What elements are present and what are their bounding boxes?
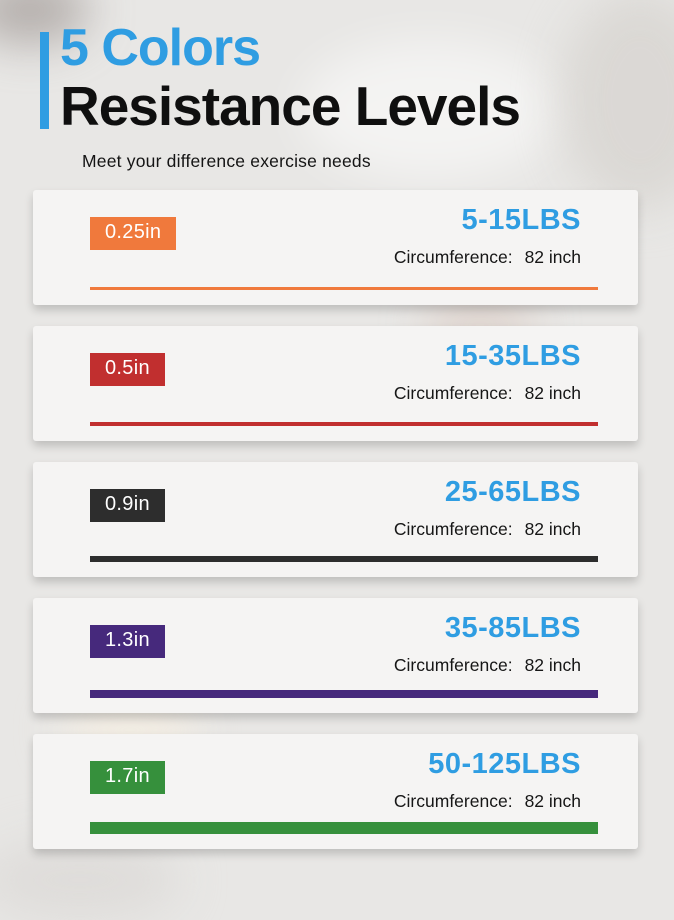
page-title-line1: 5 Colors [60,19,261,77]
circumference-value: 82 inch [524,655,581,675]
resistance-range: 25-65LBS [444,476,581,508]
circumference-value: 82 inch [524,791,581,811]
band-card-orange: 0.25in 5-15LBS Circumference: 82 inch [33,190,638,305]
circumference-value: 82 inch [524,519,581,539]
page-subtitle: Meet your difference exercise needs [82,151,371,171]
band-thickness-line [90,287,598,290]
page-title-line2: Resistance Levels [60,75,521,137]
resistance-range: 5-15LBS [461,204,581,236]
circumference-text: Circumference: 82 inch [394,791,581,812]
circumference-text: Circumference: 82 inch [394,519,581,540]
band-thickness-line [90,690,598,698]
header: 5 Colors Resistance Levels Meet your dif… [40,19,521,172]
resistance-range: 50-125LBS [428,748,581,780]
circumference-label: Circumference: [393,383,513,403]
circumference-text: Circumference: 82 inch [394,383,581,404]
resistance-range: 35-85LBS [444,612,581,644]
band-thickness-line [90,822,598,834]
background-smudge [560,0,674,210]
band-card-red: 0.5in 15-35LBS Circumference: 82 inch [33,326,638,441]
band-width-badge: 0.9in [90,489,165,522]
circumference-text: Circumference: 82 inch [394,247,581,268]
band-width-badge: 0.25in [90,217,177,250]
circumference-label: Circumference: [393,247,513,267]
band-card-green: 1.7in 50-125LBS Circumference: 82 inch [33,734,638,849]
band-width-badge: 1.3in [90,625,165,658]
circumference-value: 82 inch [524,247,581,267]
band-width-badge: 1.7in [90,761,165,794]
resistance-range: 15-35LBS [444,340,581,372]
circumference-label: Circumference: [393,655,513,675]
circumference-text: Circumference: 82 inch [394,655,581,676]
band-card-purple: 1.3in 35-85LBS Circumference: 82 inch [33,598,638,713]
band-thickness-line [90,422,598,426]
background-smudge [0,840,180,920]
band-thickness-line [90,556,598,562]
circumference-label: Circumference: [393,519,513,539]
accent-bar [40,32,49,129]
circumference-value: 82 inch [524,383,581,403]
band-card-black: 0.9in 25-65LBS Circumference: 82 inch [33,462,638,577]
band-width-badge: 0.5in [90,353,165,386]
band-card-list: 0.25in 5-15LBS Circumference: 82 inch 0.5… [33,190,638,849]
circumference-label: Circumference: [393,791,513,811]
